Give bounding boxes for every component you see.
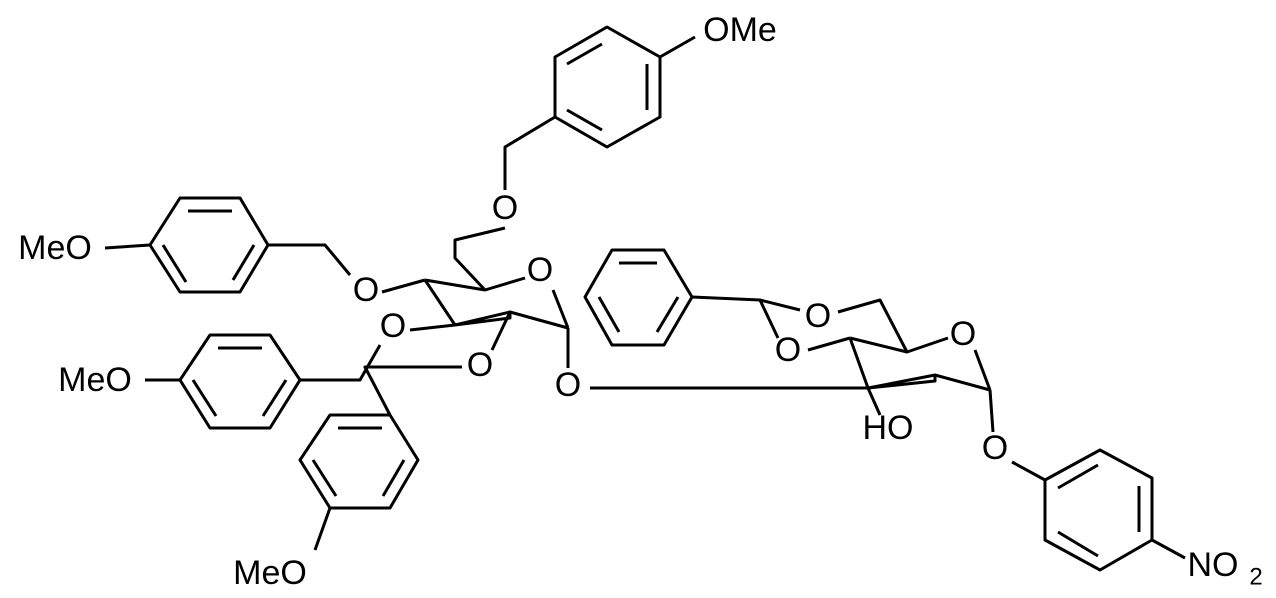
atom-label: MeO [233, 554, 307, 592]
atom-label: O [775, 331, 801, 369]
atom-label: O [467, 346, 493, 384]
atom-label: HO [863, 409, 914, 447]
atom-label: NO [1188, 546, 1239, 584]
atom-label: O [492, 189, 518, 227]
atom-label: O [527, 251, 553, 289]
atom-label: O [555, 366, 581, 404]
bonds [104, 25, 1186, 572]
atom-label: O [982, 429, 1008, 467]
atom-label: OMe [703, 11, 777, 49]
atom-subscript: 2 [1249, 563, 1262, 590]
atom-label: O [950, 315, 976, 353]
atom-label: O [380, 307, 406, 345]
atom-label: O [805, 297, 831, 335]
atom-label: O [353, 271, 379, 309]
atom-label: MeO [18, 229, 92, 267]
atom-label: MeO [58, 361, 132, 399]
